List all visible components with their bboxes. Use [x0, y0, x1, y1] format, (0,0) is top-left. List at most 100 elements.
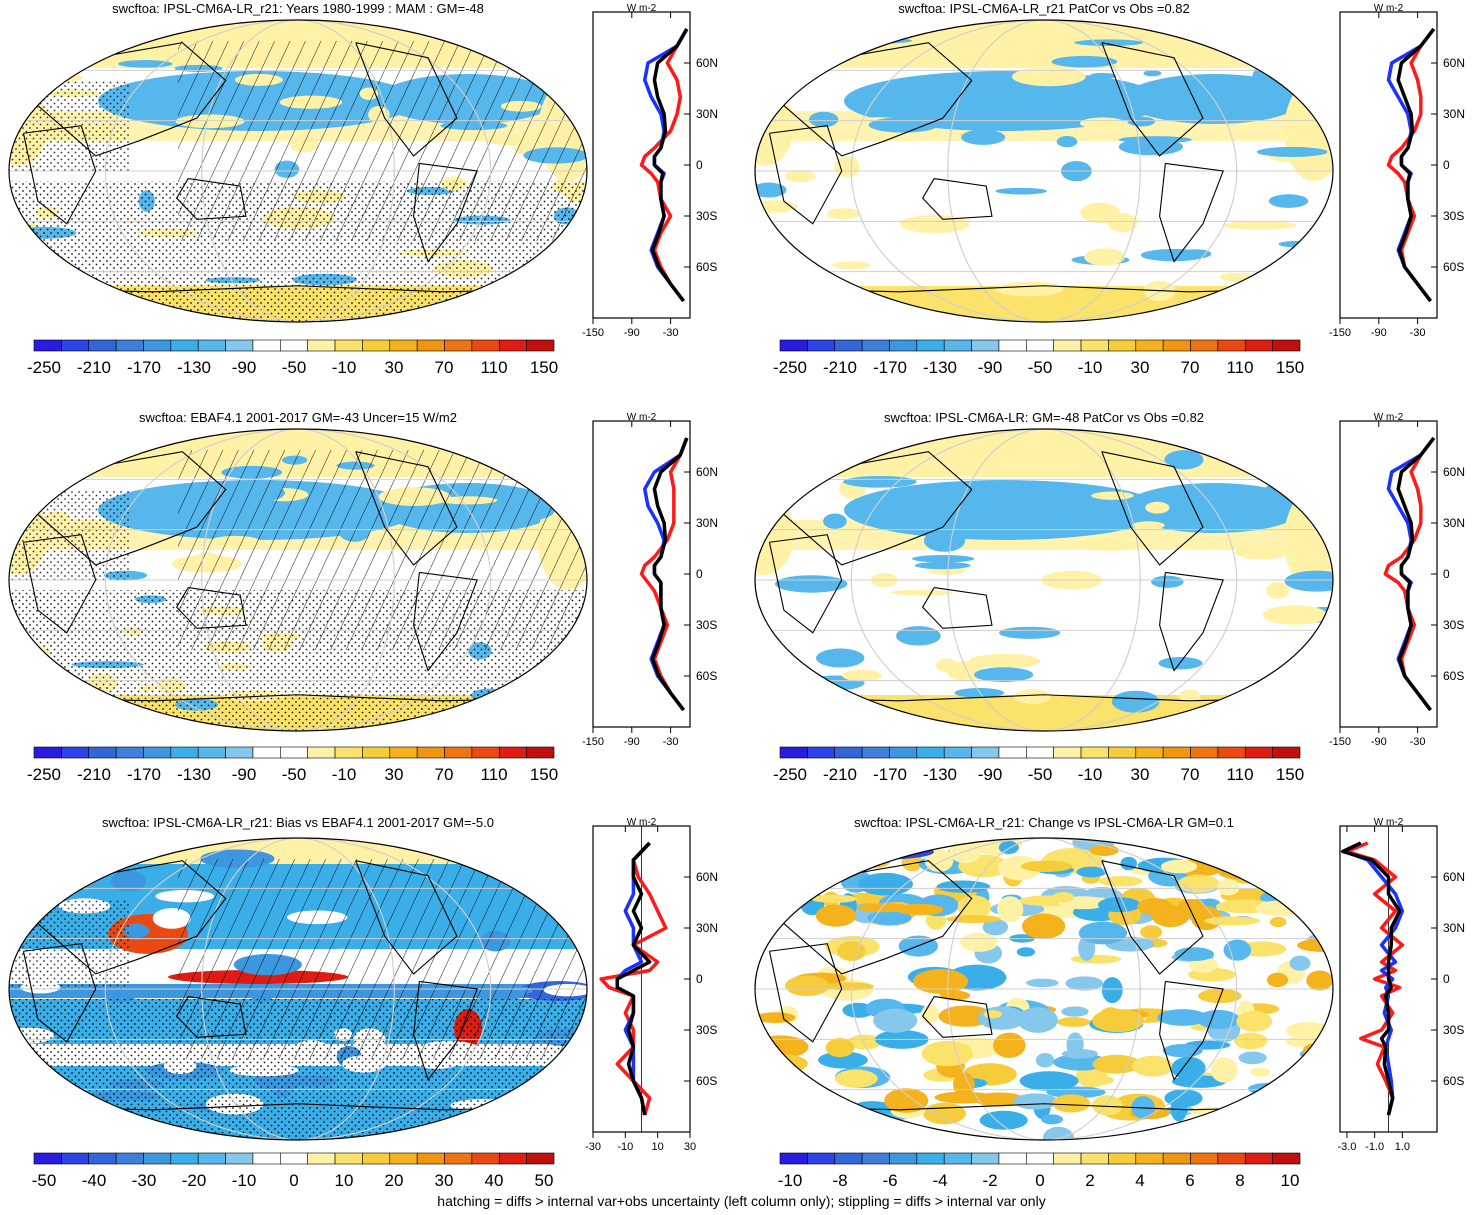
coastline: [17, 860, 227, 975]
graticule-lon: [947, 20, 1141, 322]
profile-xtick-label: -90: [624, 736, 640, 748]
colorbar: -250 -210 -170 -130 -90 -50 -10 30 70 110 150: [773, 746, 1304, 784]
change-blob: [771, 907, 793, 917]
change-blob: [873, 1008, 918, 1033]
panel-2: swcftoa: IPSL-CM6A-LR_r21 PatCor vs Obs …: [754, 1, 1465, 377]
panel-title: swcftoa: IPSL-CM6A-LR_r21 PatCor vs Obs …: [898, 1, 1190, 16]
colorbar-tick-label: 30: [1131, 358, 1150, 377]
profile-line-model: [639, 437, 689, 712]
change-blob: [1196, 1009, 1240, 1029]
change-blob: [1061, 1048, 1098, 1059]
profile-xtick-label: -3.0: [1337, 1141, 1356, 1153]
colorbar-swatch: [834, 1152, 863, 1165]
field-blob: [19, 476, 54, 495]
change-blob: [1297, 938, 1333, 952]
change-blob: [1052, 892, 1075, 903]
profile-xtick-label: 30: [684, 1141, 696, 1153]
change-blob: [811, 894, 857, 903]
colorbar-swatch: [389, 339, 418, 352]
colorbar-swatch: [115, 339, 144, 352]
change-blob: [1174, 947, 1215, 961]
colorbar-swatch: [33, 746, 62, 759]
change-blob: [1233, 1032, 1268, 1050]
change-blob: [757, 1116, 801, 1132]
field-blob: [52, 693, 97, 701]
field-blob: [947, 660, 985, 682]
stippling-west: [9, 899, 129, 989]
field-blob: [57, 861, 80, 875]
field-blob: [37, 74, 83, 82]
change-blob: [772, 1099, 829, 1110]
colorbar-swatch: [1244, 1152, 1273, 1165]
field-blob: [961, 129, 1006, 145]
colorbar-tick-label: -170: [873, 358, 907, 377]
profile-ytick-label: 30N: [696, 516, 718, 530]
change-blob: [1306, 970, 1333, 991]
colorbar-swatch: [170, 746, 199, 759]
graticule-lon: [850, 20, 1238, 322]
profile-ytick-label: 30S: [696, 1023, 717, 1037]
colorbar-swatch: [88, 746, 117, 759]
change-blob: [921, 1040, 974, 1067]
profile-ytick-label: 30N: [696, 921, 718, 935]
change-blob: [854, 1125, 895, 1140]
colorbar-swatch: [389, 1152, 418, 1165]
colorbar-tick-label: -210: [77, 358, 111, 377]
change-blob: [1266, 972, 1289, 988]
colorbar-tick-label: -40: [82, 1171, 107, 1190]
change-blob: [1132, 1055, 1174, 1077]
change-blob: [1230, 1105, 1262, 1118]
colorbar-tick-label: 70: [435, 358, 454, 377]
profile-ytick-label: 60S: [696, 669, 717, 683]
colorbar-swatch: [779, 1152, 808, 1165]
colorbar-tick-label: 110: [480, 358, 507, 377]
colorbar-tick-label: 70: [1181, 765, 1200, 784]
colorbar-swatch: [889, 1152, 918, 1165]
field-blob: [755, 182, 787, 198]
profile-ytick-label: 60N: [1443, 870, 1465, 884]
zonal-profile: W m-2 -3.0 -1.0 1.0 60N 30N 0 30S 60S: [1337, 817, 1465, 1153]
region-west: [755, 495, 794, 575]
field-blob: [1056, 135, 1078, 148]
change-blob: [755, 1098, 775, 1107]
graticule: [755, 20, 1333, 322]
colorbar: -250 -210 -170 -130 -90 -50 -10 30 70 110 150: [27, 339, 558, 377]
colorbar-swatch: [943, 746, 972, 759]
field-blob: [832, 261, 871, 270]
colorbar-swatch: [252, 339, 281, 352]
change-blob: [1160, 859, 1198, 874]
change-blob: [998, 840, 1019, 854]
profile-line-multi: [615, 841, 652, 1116]
region-natlantic: [1124, 74, 1304, 124]
colorbar-tick-label: -20: [182, 1171, 207, 1190]
profile-line-multi: [1396, 436, 1436, 712]
profile-line-model: [1386, 27, 1436, 303]
coastline: [22, 534, 97, 634]
change-blob: [834, 1069, 878, 1088]
change-blob: [1020, 860, 1073, 872]
graticule: [9, 20, 587, 322]
change-blob: [1286, 1021, 1330, 1040]
colorbar-tick-label: -90: [232, 765, 257, 784]
colorbar-tick-label: 8: [1235, 1171, 1244, 1190]
field-blob: [568, 681, 587, 704]
colorbar-swatch: [61, 339, 90, 352]
colorbar-swatch: [334, 746, 363, 759]
colorbar-swatch: [1080, 746, 1109, 759]
field-blob: [123, 923, 150, 938]
profile-unit: W m-2: [627, 817, 657, 828]
colorbar-tick-label: 0: [289, 1171, 298, 1190]
field-blob: [11, 86, 39, 94]
profile-line-multi: [650, 28, 689, 303]
profile-ytick-label: 30S: [1443, 209, 1464, 223]
colorbar-swatch: [834, 746, 863, 759]
colorbar-swatch: [1272, 1152, 1301, 1165]
profile-xtick-label: -90: [1371, 327, 1387, 339]
profile-ytick-label: 60S: [1443, 669, 1464, 683]
field-blob: [842, 669, 882, 682]
field-blob: [1074, 39, 1144, 47]
change-blob: [831, 838, 885, 855]
profile-ytick-label: 0: [696, 567, 703, 581]
change-blob: [1017, 1007, 1058, 1033]
colorbar-swatch: [1026, 1152, 1054, 1165]
